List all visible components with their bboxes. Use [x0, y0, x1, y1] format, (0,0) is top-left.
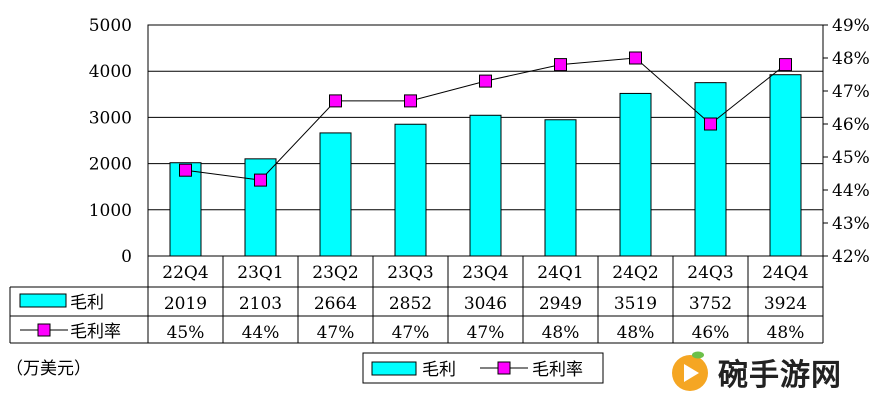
table-cell: 3519	[614, 294, 657, 314]
category-label: 23Q3	[387, 263, 433, 283]
y-right-tick-label: 45%	[832, 148, 870, 168]
bar	[394, 123, 427, 257]
bar	[319, 132, 352, 257]
table-cell: 2852	[389, 294, 432, 314]
y-right-tick-label: 47%	[832, 82, 870, 102]
category-label: 24Q4	[762, 263, 808, 283]
y-left-tick-label: 3000	[89, 108, 132, 128]
category-label: 23Q4	[462, 263, 508, 283]
bar	[694, 82, 727, 257]
y-left-tick-label: 2000	[89, 155, 132, 175]
line-point	[329, 94, 342, 108]
y-right-tick-label: 42%	[832, 247, 870, 267]
line-point	[404, 94, 417, 108]
y-right-tick-label: 43%	[832, 214, 870, 234]
data-table: 22Q4 23Q1 23Q2 23Q3 23Q4 24Q1 24Q2 24Q3 24Q4 2019…	[9, 255, 824, 344]
legend-bar-label: 毛利	[422, 360, 456, 380]
bar	[169, 162, 202, 257]
table-cell: 3752	[689, 294, 732, 314]
table-cell: 45%	[167, 323, 205, 343]
legend: 毛利 毛利率	[362, 352, 604, 384]
table-cell: 46%	[692, 323, 730, 343]
y-right-tick-label: 46%	[832, 115, 870, 135]
line-point	[554, 58, 567, 72]
table-cell: 2664	[314, 294, 357, 314]
row-key-bar-label: 毛利	[70, 293, 104, 313]
legend-line-label: 毛利率	[532, 360, 583, 380]
bar	[244, 158, 277, 257]
category-label: 24Q1	[537, 263, 583, 283]
table-cell: 3924	[764, 294, 807, 314]
category-label: 24Q3	[687, 263, 733, 283]
unit-label: （万美元）	[6, 359, 91, 379]
y-right-tick-label: 44%	[832, 181, 870, 201]
axes: 0 1000 2000 3000 4000 5000 42% 43% 44% 45% 46% 47% 4…	[89, 16, 870, 267]
y-left-tick-label: 5000	[89, 16, 132, 36]
y-right-tick-label: 48%	[832, 49, 870, 69]
line-point	[629, 51, 642, 65]
watermark: 碗手游网	[668, 348, 878, 394]
table-cell: 47%	[467, 323, 505, 343]
bar	[619, 92, 652, 257]
y-left-tick-label: 4000	[89, 62, 132, 82]
bar-series	[169, 74, 802, 257]
play-button-icon	[672, 351, 708, 391]
legend-line-marker	[497, 361, 511, 375]
table-cell: 2103	[239, 294, 282, 314]
y-right-tick-label: 49%	[832, 16, 870, 36]
table-cell: 47%	[317, 323, 355, 343]
category-label: 24Q2	[612, 263, 658, 283]
table-cell: 48%	[617, 323, 655, 343]
table-cell: 47%	[392, 323, 430, 343]
table-cell: 2019	[164, 294, 207, 314]
y-left-tick-label: 0	[121, 247, 132, 267]
row-key-line-marker	[37, 323, 51, 337]
bar	[469, 114, 502, 257]
y-left-tick-label: 1000	[89, 201, 132, 221]
table-cell: 44%	[242, 323, 280, 343]
line-point	[254, 173, 267, 187]
bar	[769, 74, 802, 257]
table-cell: 2949	[539, 294, 582, 314]
bar	[544, 119, 577, 257]
line-point	[479, 74, 492, 88]
category-label: 23Q1	[237, 263, 283, 283]
line-point	[179, 163, 192, 177]
category-label: 23Q2	[312, 263, 358, 283]
line-point	[704, 117, 717, 131]
category-label: 22Q4	[162, 263, 208, 283]
row-key-bar-swatch	[19, 293, 67, 308]
watermark-text: 碗手游网	[718, 358, 842, 393]
line-point	[779, 58, 792, 72]
table-cell: 48%	[767, 323, 805, 343]
table-cell: 48%	[542, 323, 580, 343]
line-series	[179, 51, 792, 187]
legend-bar-swatch	[371, 361, 417, 376]
table-cell: 3046	[464, 294, 507, 314]
row-key-line-label: 毛利率	[70, 322, 121, 342]
